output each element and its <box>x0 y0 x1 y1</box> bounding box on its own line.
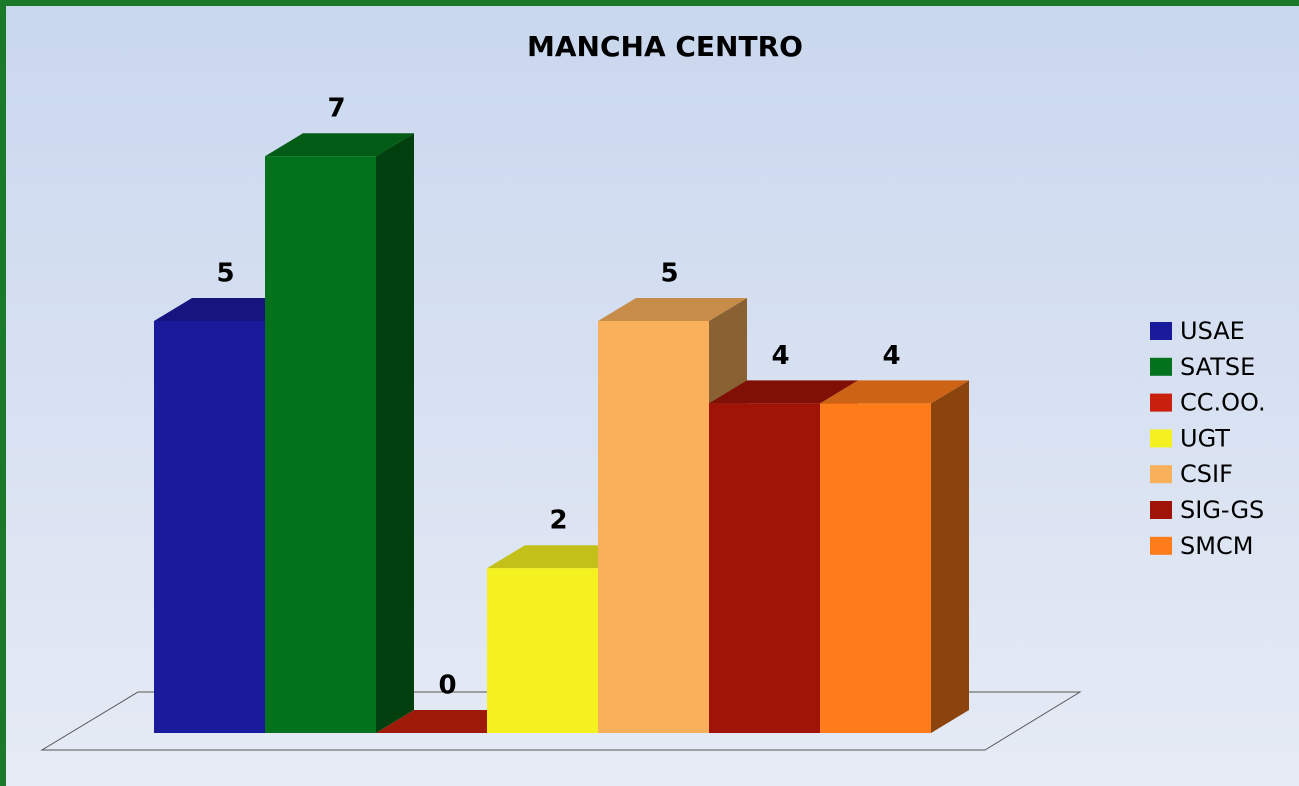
chart-title: MANCHA CENTRO <box>527 30 803 63</box>
legend-label: CC.OO. <box>1180 389 1266 417</box>
bar <box>598 321 709 733</box>
legend-swatch <box>1150 393 1172 412</box>
legend-label: UGT <box>1180 424 1230 452</box>
bar <box>154 321 265 733</box>
legend-label: USAE <box>1180 317 1245 345</box>
bar-top <box>265 133 414 157</box>
legend-label: SMCM <box>1180 532 1253 560</box>
legend-swatch <box>1150 429 1172 448</box>
legend-label: SATSE <box>1180 353 1255 381</box>
bar <box>265 156 376 733</box>
bar-top <box>820 380 969 404</box>
bar-top <box>709 380 858 404</box>
floor <box>40 691 1082 751</box>
value-label: 7 <box>327 94 345 124</box>
legend-label: SIG-GS <box>1180 496 1264 524</box>
bar <box>820 403 931 733</box>
bar-side <box>931 380 969 733</box>
value-label: 5 <box>216 259 234 289</box>
bar-top <box>598 298 747 321</box>
legend-swatch <box>1150 536 1172 555</box>
legend-swatch <box>1150 465 1172 484</box>
bar-side <box>376 133 414 733</box>
bar <box>709 403 820 733</box>
value-label: 4 <box>882 341 900 371</box>
value-label: 0 <box>438 671 456 701</box>
value-label: 5 <box>660 259 678 289</box>
legend-label: CSIF <box>1180 460 1233 488</box>
legend-swatch <box>1150 501 1172 519</box>
value-label: 4 <box>771 341 789 371</box>
legend-swatch <box>1150 322 1172 340</box>
legend-swatch <box>1150 357 1172 376</box>
value-label: 2 <box>549 506 567 536</box>
bar <box>487 568 598 733</box>
